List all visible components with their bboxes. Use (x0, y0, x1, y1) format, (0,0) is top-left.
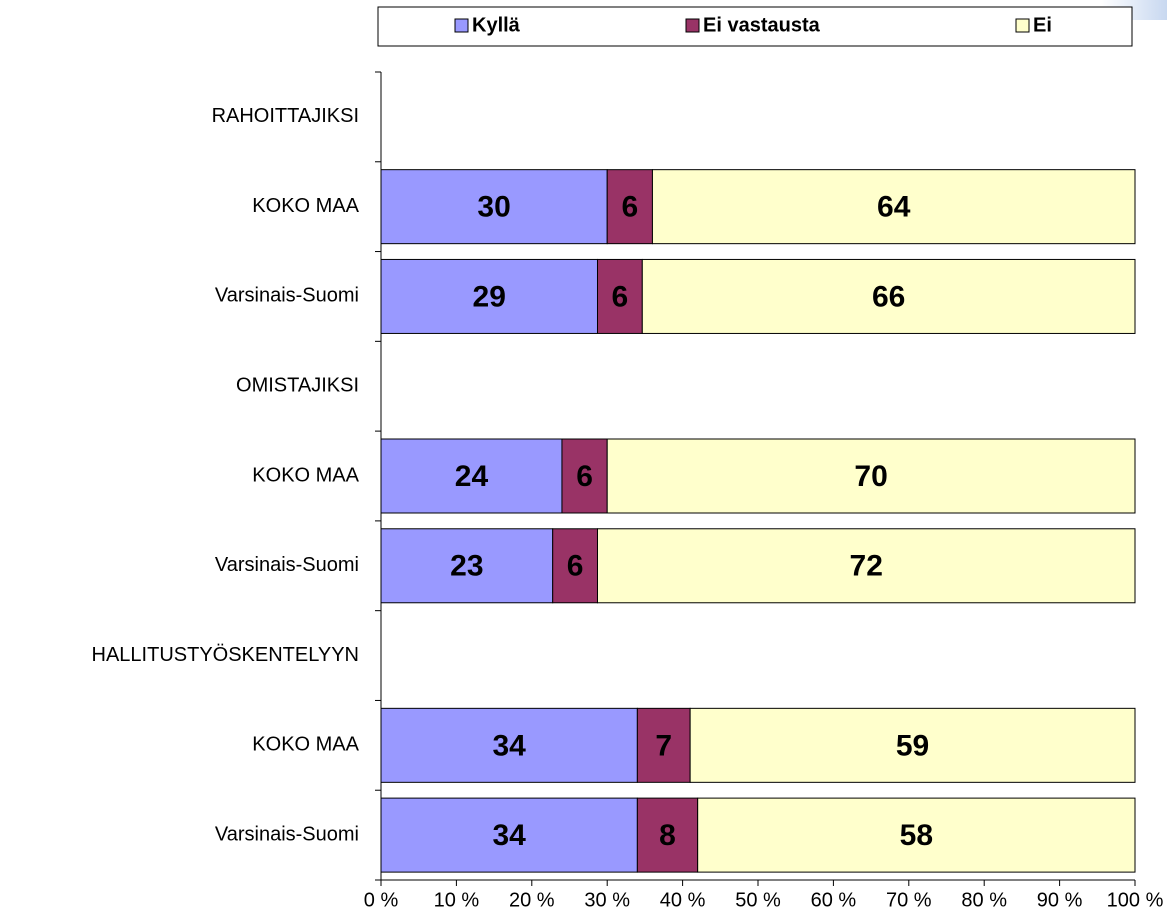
x-tick-label: 10 % (434, 889, 480, 911)
data-label: 70 (854, 460, 887, 493)
y-tick-label: KOKO MAA (252, 464, 359, 486)
x-tick-label: 20 % (509, 889, 555, 911)
legend-swatch (1015, 18, 1030, 33)
bar-segment (606, 438, 1136, 514)
y-tick-label: Varsinais-Suomi (215, 554, 359, 576)
legend-swatch (685, 18, 700, 33)
data-label: 6 (612, 280, 629, 313)
bar-segment (641, 258, 1136, 334)
data-label: 72 (850, 550, 883, 583)
y-tick-label: KOKO MAA (252, 734, 359, 756)
bar-segment (380, 528, 554, 604)
data-label: 6 (576, 460, 593, 493)
data-label: 64 (877, 191, 911, 224)
bar-segment (606, 169, 653, 245)
x-tick-label: 30 % (584, 889, 630, 911)
x-tick-label: 100 % (1107, 889, 1164, 911)
y-tick-label: KOKO MAA (252, 195, 359, 217)
bar-segment (561, 438, 608, 514)
legend-box (377, 6, 1133, 47)
y-tick-label: Varsinais-Suomi (215, 285, 359, 307)
data-label: 23 (450, 550, 483, 583)
x-tick-label: 90 % (1037, 889, 1083, 911)
data-label: 66 (872, 280, 905, 313)
bar-segment (380, 438, 563, 514)
legend-swatch (454, 18, 469, 33)
bar-segment (552, 528, 598, 604)
x-tick-label: 80 % (961, 889, 1007, 911)
data-label: 30 (477, 191, 510, 224)
bar-segment (636, 797, 699, 873)
legend-label: Kyllä (472, 14, 521, 36)
data-label: 29 (473, 280, 506, 313)
data-label: 7 (655, 729, 672, 762)
data-label: 24 (455, 460, 489, 493)
legend-label: Ei (1033, 14, 1052, 36)
y-tick-label: HALLITUSTYÖSKENTELYYN (92, 644, 359, 666)
data-label: 6 (621, 191, 638, 224)
y-tick-label: RAHOITTAJIKSI (212, 105, 359, 127)
x-tick-label: 40 % (660, 889, 706, 911)
bar-segment (380, 169, 608, 245)
bar-segment (636, 707, 691, 783)
bar-segment (596, 258, 643, 334)
x-tick-label: 0 % (364, 889, 399, 911)
bar-segment (380, 797, 638, 873)
data-label: 58 (900, 819, 933, 852)
legend-label: Ei vastausta (703, 14, 821, 36)
y-tick-label: OMISTAJIKSI (236, 375, 359, 397)
bar-segment (380, 707, 638, 783)
data-label: 6 (567, 550, 584, 583)
data-label: 34 (492, 819, 526, 852)
y-tick-label: Varsinais-Suomi (215, 823, 359, 845)
data-label: 8 (659, 819, 676, 852)
bar-segment (596, 528, 1136, 604)
bar-segment (651, 169, 1136, 245)
x-tick-label: 70 % (886, 889, 932, 911)
bar-segment (697, 797, 1136, 873)
bar-segment (380, 258, 598, 334)
x-tick-label: 60 % (811, 889, 857, 911)
data-label: 34 (492, 729, 526, 762)
bar-segment (689, 707, 1136, 783)
x-tick-label: 50 % (735, 889, 781, 911)
data-label: 59 (896, 729, 929, 762)
